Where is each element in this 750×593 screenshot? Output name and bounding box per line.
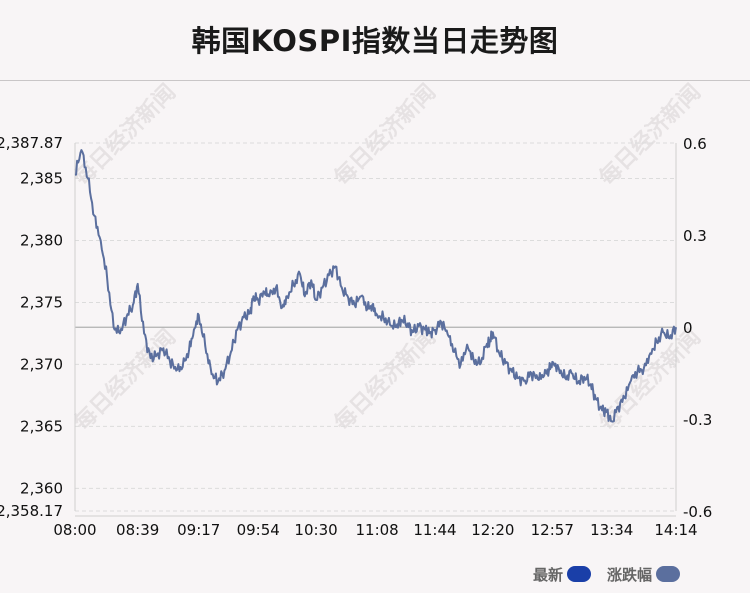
series-line-最新 xyxy=(74,149,677,423)
series-layer xyxy=(74,149,677,423)
x-tick-label: 12:57 xyxy=(531,521,574,539)
x-tick-label: 08:39 xyxy=(116,521,159,539)
title-divider xyxy=(0,80,750,81)
legend-latest-swatch xyxy=(567,566,592,582)
x-axis-labels: 08:00 08:39 09:17 09:54 10:30 11:08 11:44 12:20… xyxy=(53,521,697,539)
right-tick-label: -0.3 xyxy=(683,411,712,429)
axes xyxy=(74,143,677,517)
left-tick-label: 2,358.17 xyxy=(0,502,63,520)
x-tick-label: 09:54 xyxy=(237,521,280,539)
watermark-text: 每日经济新闻 xyxy=(329,324,441,436)
watermark-text: 每日经济新闻 xyxy=(329,79,441,191)
x-tick-label: 12:20 xyxy=(471,521,514,539)
left-axis-labels: 2,387.87 2,385 2,380 2,375 2,370 2,365 2,360 2,… xyxy=(0,134,63,520)
right-tick-label: 0.3 xyxy=(683,227,707,245)
legend-change-label: 涨跌幅 xyxy=(607,565,653,584)
chart-title: 韩国KOSPI指数当日走势图 xyxy=(191,24,559,58)
x-tick-label: 08:00 xyxy=(53,521,96,539)
right-tick-label: -0.6 xyxy=(683,503,712,521)
left-tick-label: 2,365 xyxy=(20,417,63,435)
right-tick-label: 0 xyxy=(683,319,693,337)
legend: 最新 涨跌幅 xyxy=(533,563,686,585)
x-tick-label: 11:44 xyxy=(413,521,456,539)
left-tick-label: 2,360 xyxy=(20,479,63,497)
left-tick-label: 2,387.87 xyxy=(0,134,63,152)
left-tick-label: 2,385 xyxy=(20,170,63,188)
x-tick-label: 13:34 xyxy=(590,521,633,539)
right-tick-label: 0.6 xyxy=(683,135,707,153)
x-tick-label: 14:14 xyxy=(654,521,697,539)
legend-change-swatch xyxy=(656,566,681,582)
watermark-text: 每日经济新闻 xyxy=(69,324,181,436)
grid-lines xyxy=(75,142,676,512)
legend-latest-label: 最新 xyxy=(533,565,564,584)
right-axis-labels: 0.6 0.3 0 -0.3 -0.6 xyxy=(683,135,712,521)
left-tick-label: 2,380 xyxy=(20,232,63,250)
left-tick-label: 2,375 xyxy=(20,293,63,311)
x-tick-label: 09:17 xyxy=(177,521,220,539)
x-tick-label: 10:30 xyxy=(294,521,337,539)
left-tick-label: 2,370 xyxy=(20,355,63,373)
x-tick-label: 11:08 xyxy=(355,521,398,539)
